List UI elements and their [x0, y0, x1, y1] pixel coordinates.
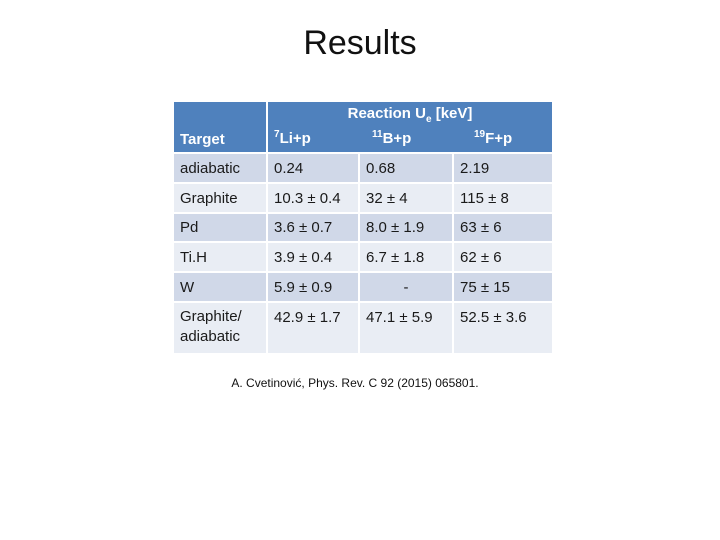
cell-f-p: 75 ± 15 — [454, 273, 552, 303]
header-b-p: 11B+p — [372, 129, 412, 147]
cell-b-p: 32 ± 4 — [360, 184, 454, 214]
header-f-p: 19F+p — [474, 129, 513, 147]
table-row: Graphite 10.3 ± 0.4 32 ± 4 115 ± 8 — [174, 184, 552, 214]
header-li-p: 7Li+p — [274, 129, 311, 147]
table-row: Pd 3.6 ± 0.7 8.0 ± 1.9 63 ± 6 — [174, 214, 552, 243]
row-target: Graphite/ adiabatic — [174, 303, 268, 355]
cell-f-p: 2.19 — [454, 154, 552, 184]
cell-b-p: 6.7 ± 1.8 — [360, 243, 454, 273]
cell-li-p: 5.9 ± 0.9 — [268, 273, 360, 303]
cell-li-p: 10.3 ± 0.4 — [268, 184, 360, 214]
header-reaction-title: Reaction Ue [keV] — [347, 105, 473, 125]
row-target: Ti.H — [174, 243, 268, 273]
row-target: adiabatic — [174, 154, 268, 184]
cell-f-p: 52.5 ± 3.6 — [454, 303, 552, 355]
cell-f-p: 62 ± 6 — [454, 243, 552, 273]
cell-li-p: 3.6 ± 0.7 — [268, 214, 360, 243]
cell-li-p: 0.24 — [268, 154, 360, 184]
table-row: Graphite/ adiabatic 42.9 ± 1.7 47.1 ± 5.… — [174, 303, 552, 355]
cell-f-p: 115 ± 8 — [454, 184, 552, 214]
slide-title: Results — [303, 24, 417, 62]
row-target: W — [174, 273, 268, 303]
cell-b-p: - — [360, 273, 454, 303]
cell-f-p: 63 ± 6 — [454, 214, 552, 243]
header-reaction-group: Reaction Ue [keV] 7Li+p 11B+p 19F+p — [268, 102, 552, 154]
cell-b-p: 0.68 — [360, 154, 454, 184]
cell-b-p: 47.1 ± 5.9 — [360, 303, 454, 355]
citation: A. Cvetinović, Phys. Rev. C 92 (2015) 06… — [231, 376, 479, 390]
table-row: W 5.9 ± 0.9 - 75 ± 15 — [174, 273, 552, 303]
cell-b-p: 8.0 ± 1.9 — [360, 214, 454, 243]
table-header-row: Target Reaction Ue [keV] 7Li+p 11B+p 19F… — [174, 102, 552, 154]
results-table: Target Reaction Ue [keV] 7Li+p 11B+p 19F… — [174, 102, 552, 355]
table-row: adiabatic 0.24 0.68 2.19 — [174, 154, 552, 184]
cell-li-p: 42.9 ± 1.7 — [268, 303, 360, 355]
header-target: Target — [174, 102, 268, 154]
row-target: Graphite — [174, 184, 268, 214]
cell-li-p: 3.9 ± 0.4 — [268, 243, 360, 273]
row-target: Pd — [174, 214, 268, 243]
table-row: Ti.H 3.9 ± 0.4 6.7 ± 1.8 62 ± 6 — [174, 243, 552, 273]
